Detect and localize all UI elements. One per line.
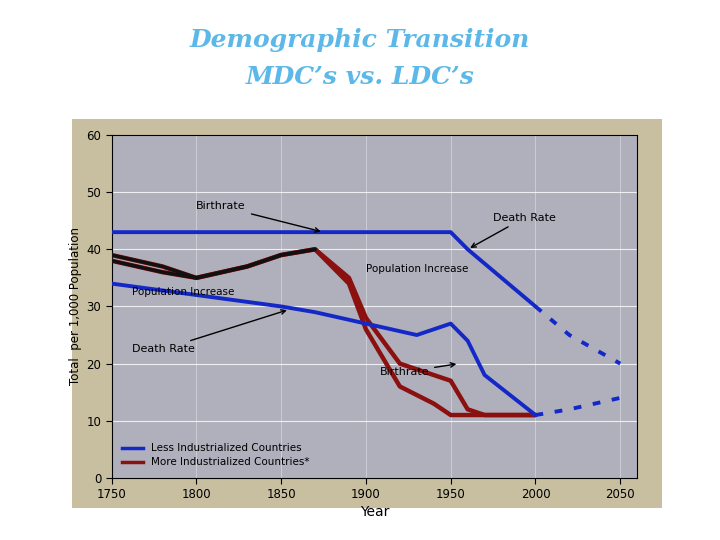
Text: Demographic Transition: Demographic Transition xyxy=(190,29,530,52)
Text: MDC’s vs. LDC’s: MDC’s vs. LDC’s xyxy=(246,65,474,89)
Text: Birthrate: Birthrate xyxy=(379,363,455,377)
Text: Death Rate: Death Rate xyxy=(472,213,556,247)
Legend: Less Industrialized Countries, More Industrialized Countries*: Less Industrialized Countries, More Indu… xyxy=(117,438,315,472)
Y-axis label: Total  per 1,000 Population: Total per 1,000 Population xyxy=(69,227,82,386)
Text: Birthrate: Birthrate xyxy=(197,201,320,232)
Text: Population Increase: Population Increase xyxy=(132,287,234,297)
Text: Death Rate: Death Rate xyxy=(132,310,286,354)
Text: Population Increase: Population Increase xyxy=(366,264,468,274)
X-axis label: Year: Year xyxy=(360,505,389,519)
